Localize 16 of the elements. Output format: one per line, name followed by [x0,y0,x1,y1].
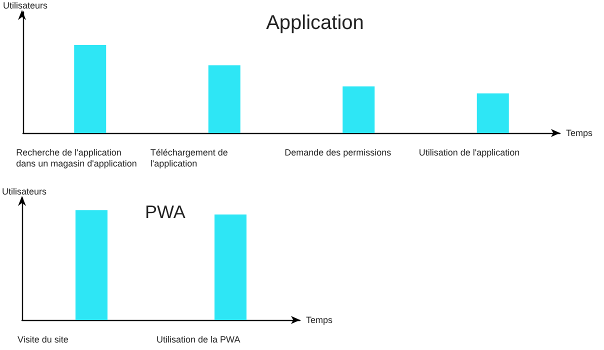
x-tick-label: Téléchargement de l'application [150,148,230,168]
chart-title: Application [266,12,364,34]
chart-title: PWA [145,202,186,222]
bar [476,93,509,133]
y-axis-title: Utilisateurs [3,0,48,10]
x-tick-label: Demande des permissions [284,148,392,158]
x-axis-title: Temps [306,315,334,325]
bar [74,45,106,133]
x-tick-label: Utilisation de la PWA [156,334,240,344]
x-tick-label: Recherche de l'application dans un magasin d'application [16,148,137,168]
x-tick-label: Utilisation de l'application [418,148,520,158]
y-axis-title: Utilisateurs [2,186,48,196]
bar [208,65,240,133]
bar [342,86,375,133]
x-axis-title: Temps [566,128,594,138]
x-tick-label: Visite du site [18,334,68,344]
